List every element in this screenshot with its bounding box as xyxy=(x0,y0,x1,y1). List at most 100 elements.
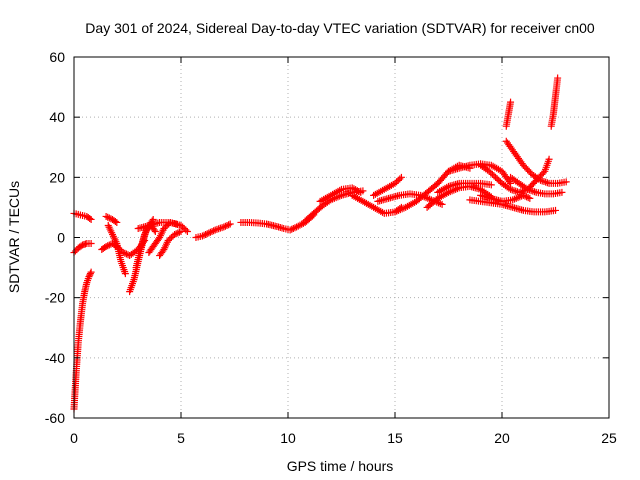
data-point xyxy=(211,226,219,234)
series-track-06 xyxy=(102,212,121,226)
data-point xyxy=(510,187,518,195)
data-point xyxy=(119,249,127,257)
data-point xyxy=(198,232,206,240)
data-point xyxy=(221,222,229,230)
data-point xyxy=(86,214,94,222)
data-point xyxy=(208,227,216,235)
data-point xyxy=(104,242,112,250)
series-track-20 xyxy=(423,182,495,211)
data-point xyxy=(525,186,533,194)
data-point xyxy=(202,230,210,238)
data-point xyxy=(523,193,531,201)
data-point xyxy=(206,228,214,236)
data-point xyxy=(521,192,529,200)
x-tick-label: 20 xyxy=(494,430,510,446)
data-point xyxy=(172,230,180,238)
x-tick-label: 10 xyxy=(280,430,296,446)
data-point xyxy=(531,188,539,196)
data-point xyxy=(213,225,221,233)
y-tick-label: 40 xyxy=(49,109,65,125)
data-point xyxy=(104,213,112,221)
data-point xyxy=(507,185,515,193)
series-track-28 xyxy=(507,173,566,198)
y-axis-label: SDTVAR / TECUs xyxy=(6,181,22,293)
data-point xyxy=(538,177,546,185)
data-point xyxy=(488,170,496,178)
data-point xyxy=(102,212,110,220)
data-point xyxy=(182,226,190,234)
data-point xyxy=(177,221,185,229)
data-point xyxy=(537,176,545,184)
grid-lines xyxy=(74,57,609,418)
x-tick-label: 25 xyxy=(601,430,617,446)
x-tick-label: 0 xyxy=(70,430,78,446)
data-point xyxy=(174,229,182,237)
data-point xyxy=(149,215,157,223)
series-track-08 xyxy=(132,215,157,272)
series-track-11 xyxy=(156,227,185,260)
data-point xyxy=(552,206,559,214)
data-point xyxy=(289,224,297,232)
data-point xyxy=(545,155,553,163)
series-track-05 xyxy=(104,221,129,278)
axis-ticks: 0 5 10 15 20 25 -60 -40 -20 0 20 40 60 xyxy=(45,49,617,446)
series-track-01 xyxy=(70,268,95,413)
data-point xyxy=(394,176,402,184)
data-point xyxy=(175,228,183,236)
series-track-23 xyxy=(477,155,553,196)
data-point xyxy=(87,215,95,223)
series-track-12 xyxy=(192,220,234,241)
data-point xyxy=(505,178,513,186)
data-point xyxy=(86,270,94,278)
data-point xyxy=(87,268,95,276)
data-point xyxy=(291,224,299,232)
data-point xyxy=(223,221,231,229)
data-point xyxy=(226,220,234,228)
data-point xyxy=(203,230,211,238)
data-point xyxy=(526,194,534,202)
data-point xyxy=(225,221,233,229)
data-point xyxy=(562,178,570,186)
y-tick-label: -20 xyxy=(45,290,65,306)
data-point xyxy=(542,178,550,186)
data-point xyxy=(210,227,218,235)
y-tick-label: -60 xyxy=(45,410,65,426)
data-point xyxy=(527,187,535,195)
data-points xyxy=(70,74,570,413)
data-point xyxy=(111,217,119,225)
data-point xyxy=(160,224,168,232)
data-point xyxy=(397,173,405,181)
data-point xyxy=(493,175,501,183)
data-point xyxy=(85,273,93,281)
data-point xyxy=(355,187,363,195)
data-point xyxy=(529,187,537,195)
data-point xyxy=(391,179,399,187)
series-track-29 xyxy=(547,74,562,130)
data-point xyxy=(163,221,171,229)
data-point xyxy=(183,227,191,235)
data-point xyxy=(543,179,551,187)
data-point xyxy=(87,240,95,248)
data-point xyxy=(86,271,94,279)
data-point xyxy=(286,226,294,234)
data-point xyxy=(220,223,228,231)
data-point xyxy=(102,243,110,251)
x-axis-label: GPS time / hours xyxy=(287,458,394,474)
data-point xyxy=(524,185,532,193)
series-track-04 xyxy=(98,237,149,260)
data-point xyxy=(393,178,401,186)
data-point xyxy=(357,188,365,196)
series-track-10 xyxy=(134,218,191,235)
data-point xyxy=(179,223,187,231)
data-point xyxy=(216,224,224,232)
data-point xyxy=(177,227,185,235)
data-point xyxy=(164,237,172,245)
y-tick-label: 20 xyxy=(49,169,65,185)
data-point xyxy=(166,235,174,243)
data-point xyxy=(205,229,213,237)
series-track-15 xyxy=(316,184,365,205)
data-point xyxy=(200,231,208,239)
data-point xyxy=(512,187,520,195)
series-track-25 xyxy=(477,191,534,205)
